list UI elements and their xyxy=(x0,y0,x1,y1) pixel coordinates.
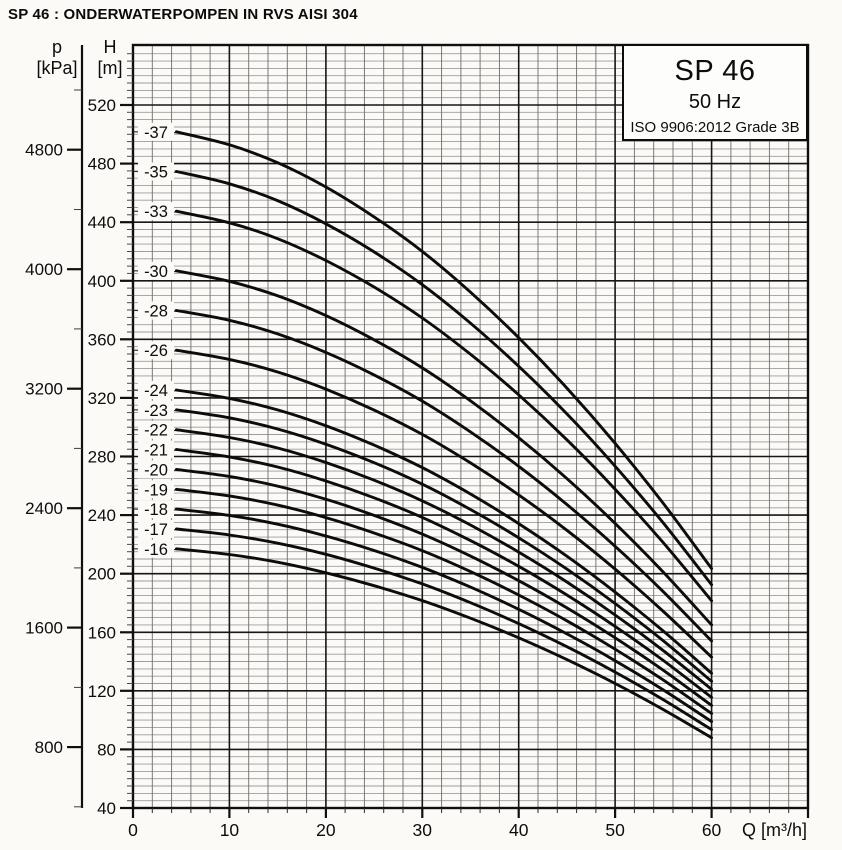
flow-axis-tick-label: 60 xyxy=(702,820,722,840)
curve-label-halo xyxy=(138,261,174,280)
curve-label-halo xyxy=(138,122,174,141)
curve-stage-label-22: -22 xyxy=(144,422,168,440)
curve-stage-label-19: -19 xyxy=(144,481,168,499)
head-axis-tick-label: 240 xyxy=(88,506,116,525)
curve-stage-label-30: -30 xyxy=(144,263,168,281)
curve-label-halo xyxy=(138,460,174,479)
pump-curve-24 xyxy=(174,388,714,675)
iso-standard-label: ISO 9906:2012 Grade 3B xyxy=(630,119,800,136)
pressure-axis-tick-label: 1600 xyxy=(25,619,63,638)
curve-label-halo xyxy=(138,539,174,558)
curve-stage-label-24: -24 xyxy=(144,382,168,400)
head-axis-unit: [m] xyxy=(97,58,123,78)
curve-label-halo xyxy=(138,440,174,459)
curve-label-halo xyxy=(138,202,174,221)
pump-model-label: SP 46 xyxy=(674,55,756,87)
pressure-axis-tick-label: 4800 xyxy=(25,141,63,160)
pump-curve-37 xyxy=(174,130,714,570)
pump-curve-23 xyxy=(174,408,714,683)
curve-label-halo xyxy=(138,480,174,499)
head-axis-tick-label: 200 xyxy=(88,565,116,584)
pump-curve-30 xyxy=(174,269,714,627)
pump-curve-21 xyxy=(174,448,714,699)
pump-curve-22 xyxy=(174,428,714,691)
curve-label-halo xyxy=(138,162,174,181)
head-axis-tick-label: 360 xyxy=(88,330,116,349)
curve-label-halo xyxy=(138,381,174,399)
plot-border xyxy=(131,43,810,810)
curve-stage-label-20: -20 xyxy=(144,461,168,479)
pump-curve-17 xyxy=(174,527,714,732)
flow-axis-tick-label: 40 xyxy=(509,820,529,840)
curve-stage-label-18: -18 xyxy=(144,501,168,519)
flow-axis-tick-label: 10 xyxy=(220,820,240,840)
curve-label-halo xyxy=(138,520,174,538)
flow-axis-tick-label: 50 xyxy=(605,820,625,840)
flow-axis-tick-label: 20 xyxy=(316,820,336,840)
pump-curve-28 xyxy=(174,309,714,643)
curve-stage-label-35: -35 xyxy=(144,163,168,181)
pump-curve-18 xyxy=(174,507,714,724)
head-axis-tick-label: 40 xyxy=(97,799,116,818)
pressure-axis-unit: [kPa] xyxy=(36,58,78,78)
pump-curve-35 xyxy=(174,170,714,587)
pump-curve-33 xyxy=(174,209,714,603)
head-axis-tick-label: 320 xyxy=(88,389,116,408)
curve-label-halo xyxy=(138,400,174,419)
curve-stage-label-37: -37 xyxy=(144,124,168,142)
flow-axis-tick-label: 30 xyxy=(413,820,433,840)
head-axis-tick-label: 280 xyxy=(88,448,116,467)
pressure-axis-tick-label: 4000 xyxy=(25,260,63,279)
curve-label-halo xyxy=(138,500,174,519)
head-axis-tick-label: 120 xyxy=(88,682,116,701)
curve-stage-label-17: -17 xyxy=(144,521,168,539)
pump-curve-16 xyxy=(174,547,714,740)
head-axis-tick-label: 400 xyxy=(88,272,116,291)
head-axis-tick-label: 520 xyxy=(88,96,116,115)
pump-curve-19 xyxy=(174,487,714,715)
curve-stage-label-28: -28 xyxy=(144,302,168,320)
curve-label-halo xyxy=(138,341,174,360)
flow-axis-unit-label: Q [m³/h] xyxy=(742,820,807,840)
pump-curve-20 xyxy=(174,467,714,707)
curve-stage-label-33: -33 xyxy=(144,203,168,221)
pressure-axis-symbol: p xyxy=(51,37,63,57)
curve-stage-label-21: -21 xyxy=(144,441,168,459)
head-axis-tick-label: 480 xyxy=(88,155,116,174)
curve-stage-label-23: -23 xyxy=(144,402,168,420)
pump-curve-26 xyxy=(174,348,714,659)
head-axis-symbol: H xyxy=(103,37,117,57)
head-axis-tick-label: 440 xyxy=(88,213,116,232)
page-title: SP 46 : ONDERWATERPOMPEN IN RVS AISI 304 xyxy=(8,6,358,23)
curve-label-halo xyxy=(138,420,174,439)
pressure-axis-tick-label: 800 xyxy=(35,738,63,757)
flow-axis-tick-label: 0 xyxy=(128,820,138,840)
curve-stage-label-16: -16 xyxy=(144,541,168,559)
pressure-axis-tick-label: 2400 xyxy=(25,499,63,518)
curve-label-halo xyxy=(138,301,174,320)
curve-stage-label-26: -26 xyxy=(144,342,168,360)
chart-info-box: SP 46 50 Hz ISO 9906:2012 Grade 3B xyxy=(622,44,808,141)
pressure-axis-tick-label: 3200 xyxy=(25,380,63,399)
head-axis-tick-label: 80 xyxy=(97,740,116,759)
frequency-label: 50 Hz xyxy=(688,91,742,113)
head-axis-tick-label: 160 xyxy=(88,623,116,642)
